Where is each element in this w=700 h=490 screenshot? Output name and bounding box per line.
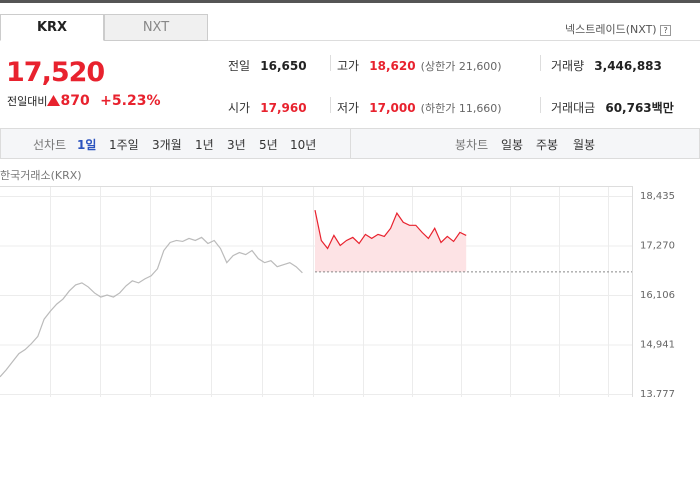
- stat-label: 거래량: [551, 59, 585, 73]
- line: [314, 210, 467, 250]
- candle-button[interactable]: 주봉: [536, 138, 559, 152]
- nxt-link[interactable]: 넥스트레이드(NXT) ?: [565, 21, 672, 37]
- stat-value: 17,000: [369, 101, 416, 115]
- candle-button[interactable]: 월봉: [573, 138, 596, 152]
- period-button[interactable]: 5년: [259, 138, 278, 152]
- stat: 저가 17,000 (하한가 11,660): [337, 97, 502, 116]
- period-button[interactable]: 10년: [290, 138, 317, 152]
- top-border: [0, 0, 700, 3]
- help-icon[interactable]: ?: [660, 24, 672, 36]
- stat-label: 거래대금: [551, 101, 596, 115]
- stat: 고가 18,620 (상한가 21,600): [337, 55, 502, 74]
- stat: 거래량 3,446,883: [551, 55, 662, 74]
- y-tick-label: 18,435: [640, 191, 675, 202]
- change-label: 전일대비: [7, 95, 48, 108]
- stat-value: 17,960: [260, 101, 307, 115]
- stat-note: (하한가 11,660): [420, 102, 502, 115]
- up-arrow: [47, 95, 61, 106]
- divider: [208, 40, 700, 41]
- stat-value: 60,763: [605, 101, 652, 115]
- period-button[interactable]: 1주일: [109, 138, 139, 152]
- stat-value: 16,650: [260, 59, 307, 73]
- change-rate: +5.23%: [100, 93, 161, 109]
- tab[interactable]: KRX: [0, 14, 104, 41]
- divider: [330, 97, 331, 113]
- y-tick-label: 16,106: [640, 290, 675, 301]
- current-price: 17,520: [6, 57, 105, 88]
- period-button[interactable]: 1일: [77, 138, 97, 152]
- stat-label: 시가: [228, 101, 251, 115]
- stat: 전일 16,650: [228, 55, 307, 74]
- divider: [350, 129, 351, 158]
- divider: [330, 55, 331, 71]
- stat: 시가 17,960: [228, 97, 307, 116]
- line: [0, 236, 303, 378]
- stat-value: 18,620: [369, 59, 416, 73]
- divider: [540, 97, 541, 113]
- toolbar-label: 선차트: [33, 138, 67, 152]
- period-button[interactable]: 3년: [227, 138, 246, 152]
- stat-unit: 백만: [651, 101, 674, 115]
- stat-value: 3,446,883: [594, 59, 662, 73]
- stat-note: (상한가 21,600): [420, 60, 502, 73]
- vertical-grid: [50, 186, 609, 397]
- period-button[interactable]: 1년: [195, 138, 214, 152]
- area: [315, 210, 467, 272]
- toolbar-label: 봉차트: [455, 138, 489, 152]
- y-tick-label: 13,777: [640, 389, 675, 397]
- stat-label: 고가: [337, 59, 360, 73]
- y-tick-label: 14,941: [640, 340, 675, 351]
- chart-subtitle: 한국거래소(KRX): [0, 169, 82, 182]
- candle-button[interactable]: 일봉: [501, 138, 524, 152]
- y-tick-label: 17,270: [640, 241, 675, 252]
- nxt-link-text[interactable]: 넥스트레이드(NXT): [565, 23, 657, 36]
- divider: [540, 55, 541, 71]
- change-row: 전일대비 870 +5.23%: [7, 93, 160, 109]
- chart: 한국거래소(KRX) 18,435 17,270 16,106 14,941 13,77…: [0, 169, 675, 397]
- stat: 거래대금 60,763백만: [551, 97, 674, 116]
- tab[interactable]: NXT: [104, 14, 208, 41]
- stat-label: 전일: [228, 59, 251, 73]
- stat-label: 저가: [337, 101, 360, 115]
- change-value: 870: [60, 93, 90, 109]
- period-button[interactable]: 3개월: [152, 138, 182, 152]
